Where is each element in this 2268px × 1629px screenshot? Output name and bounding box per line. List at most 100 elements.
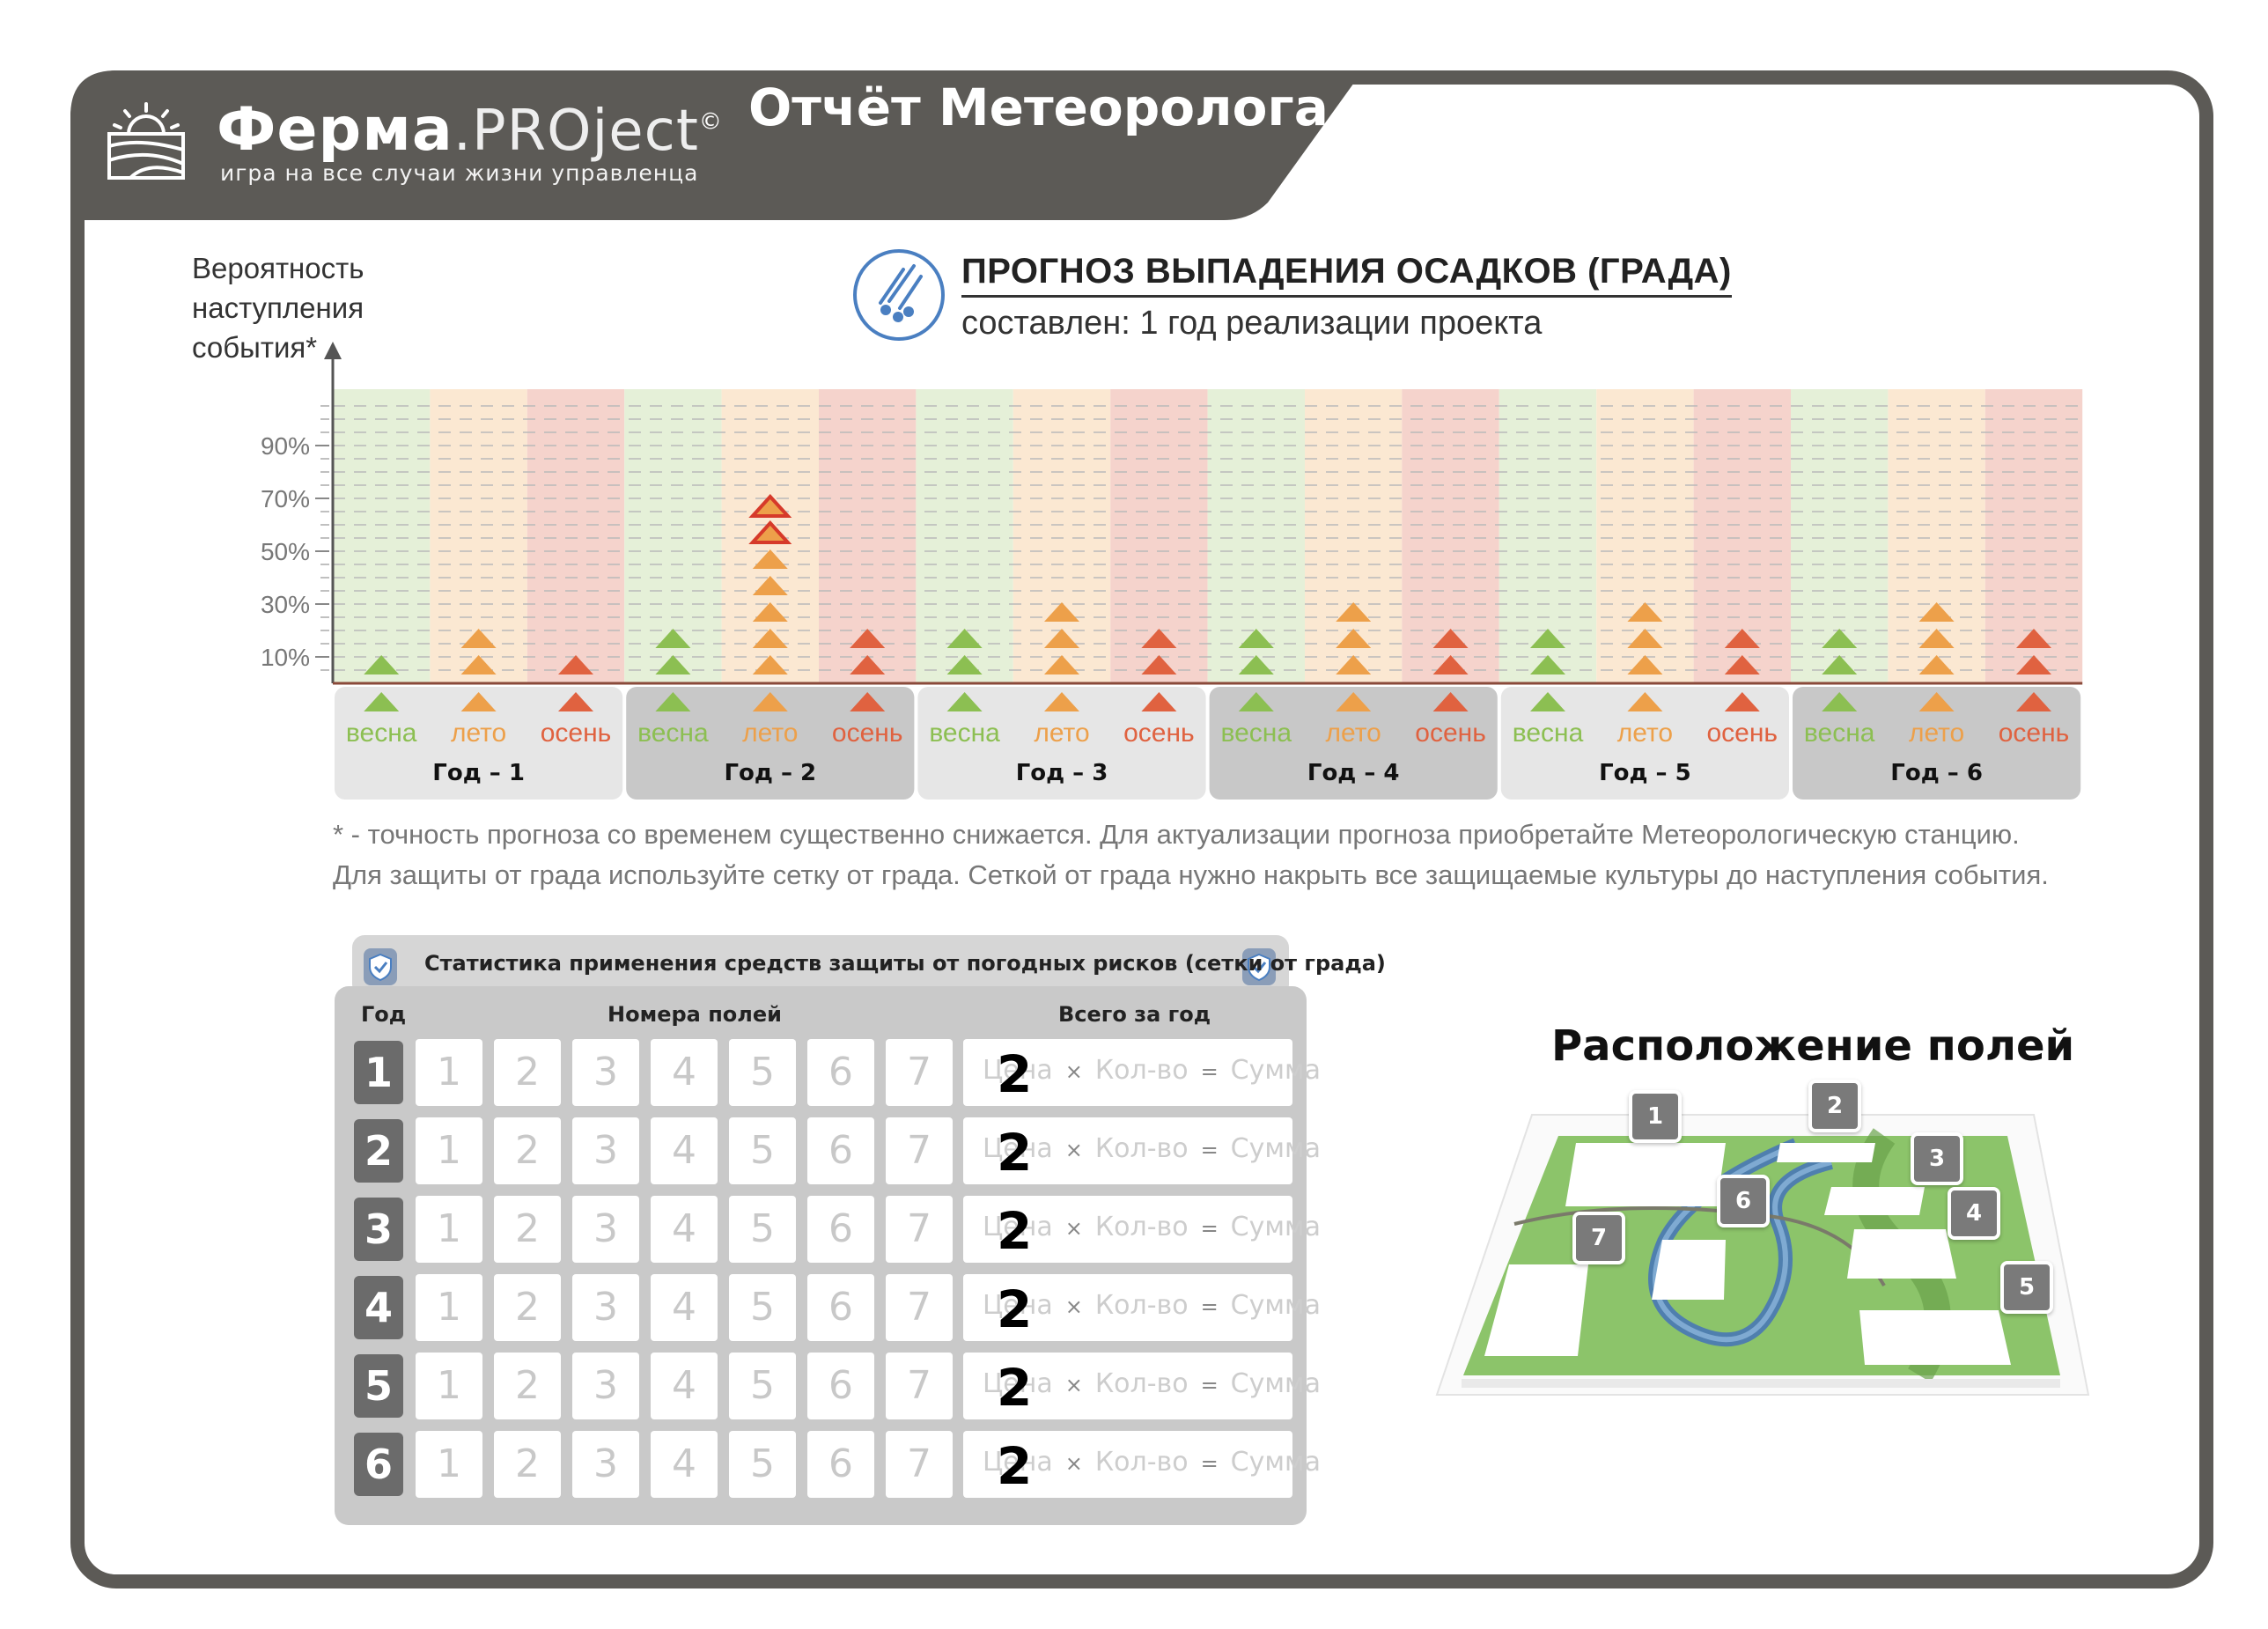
field-map-image: [1435, 1114, 2090, 1396]
hail-probability-marker: [1141, 629, 1177, 648]
stats-year-badge: 1: [354, 1041, 403, 1104]
field-checkbox-cell[interactable]: 5: [729, 1431, 796, 1498]
field-checkbox-cell[interactable]: 7: [886, 1431, 953, 1498]
field-checkbox-cell[interactable]: 2: [494, 1353, 561, 1419]
field-checkbox-cell[interactable]: 2: [494, 1196, 561, 1263]
field-checkbox-cell[interactable]: 5: [729, 1039, 796, 1106]
field-checkbox-cell[interactable]: 1: [416, 1274, 482, 1341]
year-total-cell[interactable]: Цена × Кол-во = Сумма 2: [963, 1431, 1321, 1498]
field-checkbox-cell[interactable]: 3: [572, 1431, 639, 1498]
map-field-badge-4: 4: [1948, 1187, 2000, 1240]
map-field-badge-3: 3: [1911, 1132, 1963, 1185]
year-total-cell[interactable]: Цена × Кол-во = Сумма 2: [963, 1274, 1321, 1341]
hail-probability-marker: [1530, 655, 1565, 674]
stats-year-badge: 4: [354, 1276, 403, 1339]
season-marker-icon: [364, 692, 400, 711]
col-header-year: Год: [361, 1002, 407, 1027]
field-checkbox-cell[interactable]: 3: [572, 1196, 639, 1263]
hail-probability-marker: [1530, 629, 1565, 648]
field-checkbox-cell[interactable]: 4: [651, 1274, 718, 1341]
stats-year-badge: 5: [354, 1354, 403, 1418]
hail-probability-marker: [1044, 655, 1079, 674]
year-panel: [917, 687, 1206, 800]
field-checkbox-cell[interactable]: 6: [807, 1117, 874, 1184]
total-formula: Цена × Кол-во = Сумма: [983, 1368, 1322, 1399]
hail-probability-marker: [1627, 655, 1663, 674]
field-checkbox-cell[interactable]: 6: [807, 1039, 874, 1106]
field-checkbox-cell[interactable]: 2: [494, 1431, 561, 1498]
hail-probability-marker: [1724, 629, 1760, 648]
field-checkbox-cell[interactable]: 5: [729, 1274, 796, 1341]
season-label: лето: [1034, 719, 1089, 748]
field-checkbox-cell[interactable]: 6: [807, 1196, 874, 1263]
field-checkbox-cell[interactable]: 6: [807, 1431, 874, 1498]
season-marker-icon: [946, 692, 983, 711]
hail-probability-marker: [850, 655, 886, 674]
hail-probability-marker: [1627, 602, 1663, 622]
field-checkbox-cell[interactable]: 3: [572, 1274, 639, 1341]
field-checkbox-cell[interactable]: 7: [886, 1039, 953, 1106]
handwritten-value: 2: [997, 1201, 1033, 1261]
year-label: Год – 5: [1599, 760, 1691, 786]
season-marker-icon: [558, 692, 593, 711]
season-label: лето: [742, 719, 798, 748]
field-checkbox-cell[interactable]: 6: [807, 1274, 874, 1341]
season-marker-icon: [460, 692, 497, 711]
season-label: осень: [1415, 719, 1486, 748]
year-total-cell[interactable]: Цена × Кол-во = Сумма 2: [963, 1039, 1321, 1106]
hail-probability-marker: [1432, 655, 1469, 674]
season-label: осень: [1707, 719, 1778, 748]
hail-probability-marker: [1238, 655, 1274, 674]
field-checkbox-cell[interactable]: 1: [416, 1039, 482, 1106]
col-header-fields: Номера полей: [608, 1002, 782, 1027]
field-checkbox-cell[interactable]: 5: [729, 1353, 796, 1419]
field-checkbox-cell[interactable]: 7: [886, 1353, 953, 1419]
field-checkbox-cell[interactable]: 1: [416, 1117, 482, 1184]
field-checkbox-cell[interactable]: 5: [729, 1196, 796, 1263]
field-checkbox-cell[interactable]: 3: [572, 1353, 639, 1419]
hail-probability-marker: [946, 629, 983, 648]
report-title: Отчёт Метеоролога: [748, 77, 1329, 137]
season-marker-icon: [1141, 692, 1177, 711]
year-total-cell[interactable]: Цена × Кол-во = Сумма 2: [963, 1117, 1321, 1184]
season-label: осень: [832, 719, 903, 748]
field-checkbox-cell[interactable]: 2: [494, 1274, 561, 1341]
field-checkbox-cell[interactable]: 4: [651, 1039, 718, 1106]
hail-probability-marker: [1336, 655, 1372, 674]
season-label: весна: [1221, 719, 1292, 748]
field-checkbox-cell[interactable]: 7: [886, 1117, 953, 1184]
field-checkbox-cell[interactable]: 4: [651, 1431, 718, 1498]
field-checkbox-cell[interactable]: 6: [807, 1353, 874, 1419]
field-checkbox-cell[interactable]: 2: [494, 1117, 561, 1184]
y-tick-label: 70%: [261, 485, 310, 512]
year-label: Год – 1: [432, 760, 525, 786]
hail-probability-marker: [1044, 629, 1079, 648]
year-panel: [1209, 687, 1498, 800]
field-checkbox-cell[interactable]: 4: [651, 1117, 718, 1184]
season-marker-icon: [850, 692, 886, 711]
hail-probability-marker: [1918, 655, 1955, 674]
field-checkbox-cell[interactable]: 1: [416, 1431, 482, 1498]
field-checkbox-cell[interactable]: 5: [729, 1117, 796, 1184]
field-checkbox-cell[interactable]: 1: [416, 1196, 482, 1263]
y-axis-label: Вероятность наступления события*: [192, 252, 364, 364]
field-checkbox-cell[interactable]: 4: [651, 1353, 718, 1419]
col-header-total: Всего за год: [1058, 1002, 1211, 1027]
year-total-cell[interactable]: Цена × Кол-во = Сумма 2: [963, 1196, 1321, 1263]
header-band: [70, 70, 1363, 220]
field-checkbox-cell[interactable]: 4: [651, 1196, 718, 1263]
field-checkbox-cell[interactable]: 2: [494, 1039, 561, 1106]
total-formula: Цена × Кол-во = Сумма: [983, 1133, 1322, 1164]
field-checkbox-cell[interactable]: 7: [886, 1274, 953, 1341]
field-checkbox-cell[interactable]: 3: [572, 1039, 639, 1106]
field-checkbox-cell[interactable]: 1: [416, 1353, 482, 1419]
field-checkbox-cell[interactable]: 7: [886, 1196, 953, 1263]
handwritten-value: 2: [997, 1279, 1033, 1339]
year-panel: [1793, 687, 2081, 800]
season-marker-icon: [1530, 692, 1565, 711]
year-total-cell[interactable]: Цена × Кол-во = Сумма 2: [963, 1353, 1321, 1419]
hail-probability-marker: [850, 629, 886, 648]
field-checkbox-cell[interactable]: 3: [572, 1117, 639, 1184]
map-title: Расположение полей: [1551, 1021, 2075, 1071]
total-formula: Цена × Кол-во = Сумма: [983, 1055, 1322, 1086]
